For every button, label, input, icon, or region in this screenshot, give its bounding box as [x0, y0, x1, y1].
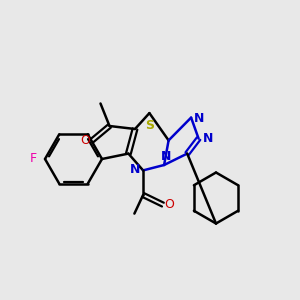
Text: N: N: [130, 163, 140, 176]
Text: F: F: [29, 152, 37, 166]
Text: N: N: [202, 131, 213, 145]
Text: O: O: [164, 198, 174, 211]
Text: N: N: [160, 150, 171, 163]
Text: N: N: [194, 112, 205, 125]
Text: S: S: [146, 118, 154, 132]
Text: O: O: [80, 134, 90, 148]
